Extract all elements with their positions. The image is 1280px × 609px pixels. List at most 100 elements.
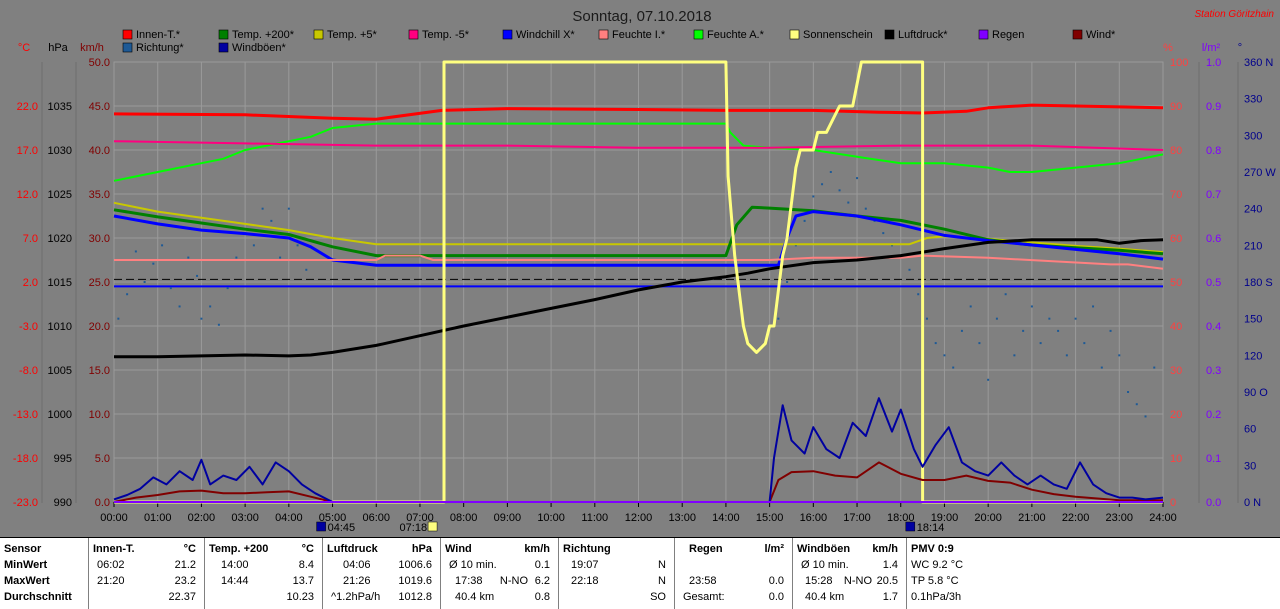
legend-swatch-8: [884, 29, 895, 40]
legend-swatch-10: [1072, 29, 1083, 40]
ytick-humidity-10: 100: [1170, 57, 1188, 69]
direction-point-9: [196, 274, 199, 277]
direction-point-41: [934, 342, 937, 345]
direction-point-60: [1100, 366, 1103, 369]
direction-point-45: [969, 305, 972, 308]
pmv-header: PMV 0:9: [911, 543, 954, 555]
ytick-temp-1: -18.0: [13, 453, 38, 465]
direction-point-65: [1144, 415, 1147, 418]
legend-label-11: Richtung*: [136, 42, 184, 54]
direction-point-40: [925, 317, 928, 320]
direction-point-62: [1118, 354, 1121, 357]
direction-point-58: [1083, 342, 1086, 345]
direction-point-0: [117, 317, 120, 320]
legend-swatch-12: [218, 42, 229, 53]
legend-label-1: Temp. +200*: [232, 29, 295, 41]
stats-windboeen: Windböen km/h Ø 10 min. 1.4 15:28 N-NO 20.5 …: [793, 538, 907, 609]
pmv-dewpoint: TP 5.8 °C: [911, 575, 959, 587]
temp200-max-value: 13.7: [292, 575, 314, 587]
direction-point-16: [252, 244, 255, 247]
reference-lines: [114, 278, 1163, 288]
ytick-humidity-2: 20: [1170, 409, 1182, 421]
direction-points: [117, 171, 1156, 418]
ytick-pressure-2: 1000: [48, 409, 72, 421]
luft-max-value: 1019.6: [398, 575, 432, 587]
y-axes: -23.0 -18.0 -13.0 -8.0 -3.0 2.0 7.0 12.0 17.0 22.…: [13, 57, 1276, 509]
legend-swatch-3: [408, 29, 419, 40]
sun-marker-icon-0: [316, 521, 326, 532]
ytick-direction-10: 300: [1244, 130, 1262, 142]
temp200-header: Temp. +200: [209, 543, 269, 555]
innen-header: Innen-T.: [93, 543, 135, 555]
xtick-label-18: 18:00: [887, 512, 915, 524]
direction-point-48: [995, 317, 998, 320]
series-line-temp-5: [113, 140, 1164, 151]
richtung-min-time: 19:07: [571, 559, 599, 571]
legend-swatch-6: [693, 29, 704, 40]
ytick-wind-0: 0.0: [95, 497, 110, 509]
legend-label-2: Temp. +5*: [327, 29, 378, 41]
ytick-wind-8: 40.0: [89, 145, 110, 157]
sun-marker-icon-2: [905, 521, 916, 532]
luft-unit: hPa: [411, 543, 432, 555]
legend-swatch-5: [598, 29, 609, 40]
ytick-wind-9: 45.0: [89, 101, 110, 113]
xtick-label-0: 00:00: [100, 512, 128, 524]
ytick-rain-3: 0.3: [1206, 365, 1221, 377]
direction-point-46: [978, 342, 981, 345]
boeen-max-value: 20.5: [876, 575, 898, 587]
direction-point-18: [270, 219, 273, 222]
ytick-humidity-0: 0: [1170, 497, 1176, 509]
legend-swatch-2: [313, 29, 324, 40]
direction-point-12: [217, 323, 220, 326]
direction-point-6: [169, 287, 172, 290]
direction-point-43: [952, 366, 955, 369]
ytick-rain-5: 0.5: [1206, 277, 1221, 289]
xtick-label-5: 05:00: [319, 512, 347, 524]
axis-unit-direction: °: [1238, 42, 1242, 54]
ytick-temp-6: 7.0: [23, 233, 38, 245]
direction-point-2: [134, 250, 137, 253]
ytick-wind-4: 20.0: [89, 321, 110, 333]
regen-total-label: Gesamt:: [683, 591, 725, 603]
temp200-unit: °C: [301, 543, 314, 555]
legend-swatch-11: [122, 42, 133, 53]
ytick-wind-6: 30.0: [89, 233, 110, 245]
xtick-label-6: 06:00: [362, 512, 390, 524]
xtick-label-12: 12:00: [625, 512, 653, 524]
direction-point-7: [178, 305, 181, 308]
boeen-header: Windböen: [797, 543, 851, 555]
direction-point-21: [296, 244, 299, 247]
direction-point-22: [305, 268, 308, 271]
temp200-avg-value: 10.23: [286, 591, 314, 603]
direction-point-54: [1048, 317, 1051, 320]
series-line-sonnenschein: [114, 60, 1163, 504]
ytick-direction-1: 30: [1244, 460, 1256, 472]
xtick-label-8: 08:00: [450, 512, 478, 524]
direction-point-63: [1127, 391, 1130, 393]
wind-max-value: 6.2: [534, 575, 550, 587]
xtick-label-15: 15:00: [756, 512, 784, 524]
stats-pmv: PMV 0:9 WC 9.2 °C TP 5.8 °C 0.1hPa/3h: [907, 538, 1262, 609]
boeen-distance: 40.4 km: [805, 591, 845, 603]
xtick-label-16: 16:00: [800, 512, 828, 524]
temp200-max-time: 14:44: [221, 575, 249, 587]
legend-label-9: Regen: [992, 29, 1024, 41]
direction-point-35: [882, 232, 885, 235]
legend-label-8: Luftdruck*: [898, 29, 948, 41]
direction-point-8: [187, 256, 190, 259]
richtung-max-value: N: [658, 575, 666, 587]
legend-swatch-9: [978, 29, 989, 40]
stats-max-label: MaxWert: [4, 575, 50, 587]
wind-mean-value: 0.8: [534, 591, 550, 603]
direction-point-57: [1074, 317, 1077, 320]
ytick-pressure-3: 1005: [48, 365, 72, 377]
direction-point-13: [226, 287, 229, 290]
regen-max-time: 23:58: [689, 575, 717, 587]
series-line-wind: [113, 461, 1163, 503]
xtick-label-23: 23:00: [1106, 512, 1134, 524]
temp200-min-value: 8.4: [298, 559, 314, 571]
ytick-direction-6: 180 S: [1244, 277, 1273, 289]
ytick-wind-10: 50.0: [89, 57, 110, 69]
legend-swatch-0: [122, 29, 133, 40]
